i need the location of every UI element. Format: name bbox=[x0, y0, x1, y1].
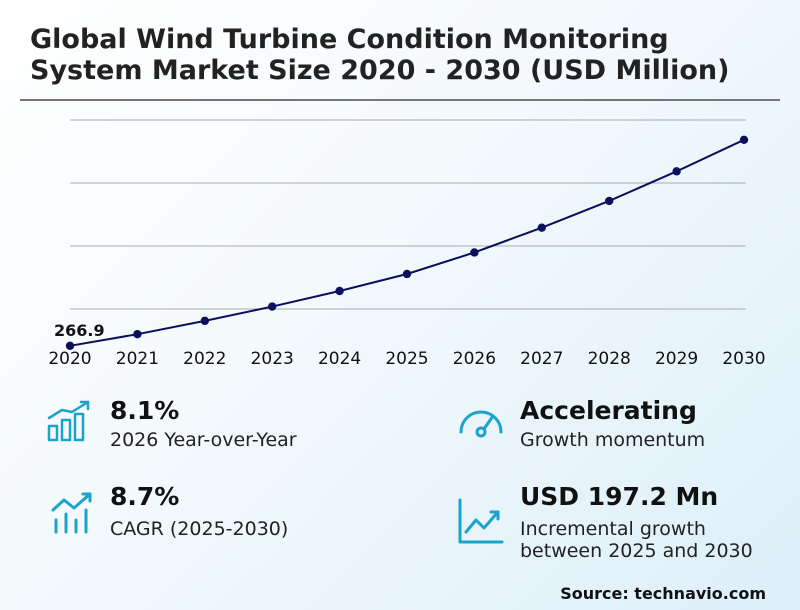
data-label-2020: 266.9 bbox=[54, 321, 105, 340]
stat-yoy-label: 2026 Year-over-Year bbox=[110, 429, 297, 451]
x-tick-2026: 2026 bbox=[453, 349, 496, 369]
x-tick-2020: 2020 bbox=[48, 349, 91, 369]
x-axis-ticks: 2020 2021 2022 2023 2024 2025 2026 2027 2028 2029… bbox=[48, 349, 765, 369]
data-point-2020 bbox=[65, 341, 75, 351]
stat-incremental-label-line1: Incremental growth bbox=[520, 518, 706, 540]
source-credit: Source: technavio.com bbox=[560, 584, 766, 603]
bar-growth-icon bbox=[47, 400, 90, 442]
stat-yoy-value: 8.1% bbox=[110, 396, 180, 425]
data-labels: 266.9 bbox=[54, 321, 105, 340]
data-point-2030 bbox=[739, 135, 749, 145]
line-chart: 266.9 2020 2021 2022 2023 2024 2025 2026 2027 20… bbox=[48, 119, 766, 369]
data-point-2021 bbox=[133, 330, 142, 339]
speedometer-icon bbox=[459, 410, 503, 438]
stat-momentum-value: Accelerating bbox=[520, 396, 697, 425]
data-point-2026 bbox=[470, 248, 479, 257]
stat-momentum-label: Growth momentum bbox=[520, 429, 706, 451]
stat-incremental-label-line2: between 2025 and 2030 bbox=[520, 540, 753, 562]
stat-cagr-value: 8.7% bbox=[110, 482, 180, 511]
x-tick-2022: 2022 bbox=[183, 349, 226, 369]
data-point-2024 bbox=[335, 286, 344, 296]
data-points bbox=[65, 135, 749, 351]
stat-incremental-value: USD 197.2 Mn bbox=[520, 482, 719, 511]
title-divider bbox=[20, 99, 780, 101]
line-chart-icon bbox=[458, 498, 504, 544]
x-tick-2025: 2025 bbox=[385, 349, 428, 369]
x-tick-2028: 2028 bbox=[588, 349, 631, 369]
x-tick-2021: 2021 bbox=[116, 349, 159, 369]
chart-title: Global Wind Turbine Condition Monitoring… bbox=[30, 24, 730, 86]
data-point-2025 bbox=[402, 269, 412, 279]
x-tick-2023: 2023 bbox=[251, 349, 294, 369]
data-point-2022 bbox=[200, 316, 209, 326]
trend-bars-icon bbox=[51, 492, 92, 534]
x-tick-2024: 2024 bbox=[318, 349, 361, 369]
x-tick-2027: 2027 bbox=[520, 349, 563, 369]
stat-cagr-label: CAGR (2025-2030) bbox=[110, 518, 289, 540]
data-point-2029 bbox=[672, 167, 681, 176]
series-line bbox=[69, 138, 745, 347]
data-point-2023 bbox=[268, 302, 277, 311]
data-point-2027 bbox=[537, 223, 546, 232]
grid-lines bbox=[70, 119, 746, 310]
x-tick-2029: 2029 bbox=[655, 349, 698, 369]
data-point-2028 bbox=[605, 196, 614, 206]
x-tick-2030: 2030 bbox=[722, 349, 765, 369]
series-line-layer bbox=[69, 138, 745, 347]
